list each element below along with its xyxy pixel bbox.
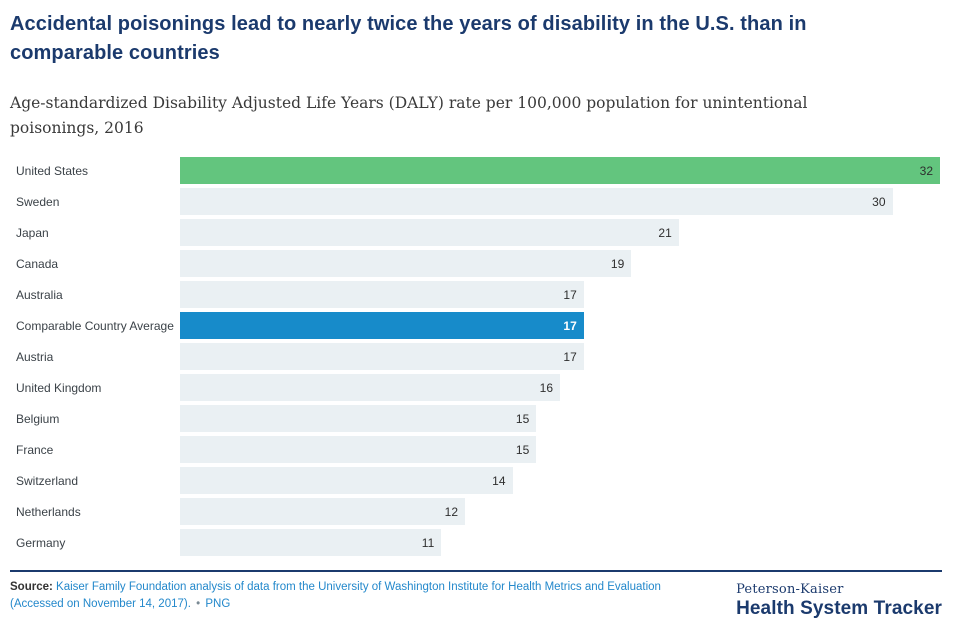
bar-default: 11: [180, 529, 442, 556]
source-label: Source:: [10, 581, 53, 593]
country-label: Netherlands: [16, 504, 81, 519]
bar-row: Canada 19: [10, 250, 942, 277]
bar-row: Switzerland 14: [10, 467, 942, 494]
bar-value: 30: [872, 194, 886, 209]
bar-track: 14: [180, 467, 940, 494]
bar-row: United States 32: [10, 157, 942, 184]
page: Accidental poisonings lead to nearly twi…: [10, 13, 942, 620]
country-label: Austria: [16, 349, 54, 364]
bar-track: 15: [180, 436, 940, 463]
bar-track: 21: [180, 219, 940, 246]
footer: Source: Kaiser Family Foundation analysi…: [10, 572, 942, 620]
bar-row: Belgium 15: [10, 405, 942, 432]
bar-chart: United States 32 Sweden 30 Japan 21 Canada 19 Au…: [10, 157, 942, 556]
bar-track: 19: [180, 250, 940, 277]
bar-row: Netherlands 12: [10, 498, 942, 525]
country-label: Belgium: [16, 411, 60, 426]
bar-value: 32: [919, 163, 933, 178]
country-label: Japan: [16, 225, 49, 240]
bar-row: Japan 21: [10, 219, 942, 246]
country-label: Switzerland: [16, 473, 79, 488]
bar-row: Austria 17: [10, 343, 942, 370]
bar-value: 15: [515, 442, 530, 457]
bar-default: 12: [180, 498, 465, 525]
bar-track: 17: [180, 343, 940, 370]
bar-track: 11: [180, 529, 940, 556]
bar-default: 17: [180, 343, 584, 370]
country-label: United States: [16, 163, 89, 178]
bar-rows: United States 32 Sweden 30 Japan 21 Canada 19 Au…: [10, 157, 942, 556]
source-note: Source: Kaiser Family Foundation analysi…: [10, 579, 700, 613]
country-label: Germany: [16, 535, 66, 550]
bar-track: 16: [180, 374, 940, 401]
bar-track: 17: [180, 281, 940, 308]
bar-value: 16: [539, 380, 553, 395]
logo-bottom-text: Health System Tracker: [736, 598, 942, 619]
bar-value: 14: [492, 473, 506, 488]
source-link[interactable]: Kaiser Family Foundation analysis of dat…: [10, 581, 661, 610]
chart-title: Accidental poisonings lead to nearly twi…: [10, 13, 807, 64]
bar-track: 17: [180, 312, 940, 339]
bar-default: 17: [180, 281, 584, 308]
bar-track: 32: [180, 157, 940, 184]
bar-average: 17: [180, 312, 584, 339]
country-label: France: [16, 442, 54, 457]
logo-top-text: Peterson-Kaiser: [736, 582, 844, 597]
bar-row: United Kingdom 16: [10, 374, 942, 401]
bar-track: 12: [180, 498, 940, 525]
country-label: Comparable Country Average: [16, 318, 174, 333]
chart-subtitle: Age-standardized Disability Adjusted Lif…: [10, 94, 808, 137]
bar-row: Australia 17: [10, 281, 942, 308]
bar-default: 15: [180, 436, 537, 463]
country-label: United Kingdom: [16, 380, 102, 395]
bar-value: 17: [563, 318, 577, 333]
bar-value: 17: [563, 287, 577, 302]
bar-value: 17: [563, 349, 577, 364]
bar-track: 30: [180, 188, 940, 215]
bar-value: 19: [610, 256, 625, 271]
bar-default: 19: [180, 250, 632, 277]
footer-divider: [10, 570, 942, 572]
bar-value: 21: [658, 225, 672, 240]
country-label: Sweden: [16, 194, 60, 209]
health-system-tracker-logo: Peterson-Kaiser Health System Tracker: [736, 579, 942, 620]
bar-value: 11: [421, 535, 435, 550]
bar-row: France 15: [10, 436, 942, 463]
bar-value: 12: [444, 504, 458, 519]
bar-default: 15: [180, 405, 537, 432]
bar-row: Sweden 30: [10, 188, 942, 215]
bar-row: Germany 11: [10, 529, 942, 556]
country-label: Canada: [16, 256, 59, 271]
bullet-separator: •: [196, 598, 201, 610]
bar-default: 21: [180, 219, 679, 246]
bar-row: Comparable Country Average 17: [10, 312, 942, 339]
bar-default: 16: [180, 374, 560, 401]
bar-default: 30: [180, 188, 893, 215]
bar-default: 14: [180, 467, 513, 494]
bar-us: 32: [180, 157, 940, 184]
bar-track: 15: [180, 405, 940, 432]
bar-value: 15: [515, 411, 530, 426]
png-download-link[interactable]: PNG: [205, 598, 231, 610]
country-label: Australia: [16, 287, 63, 302]
